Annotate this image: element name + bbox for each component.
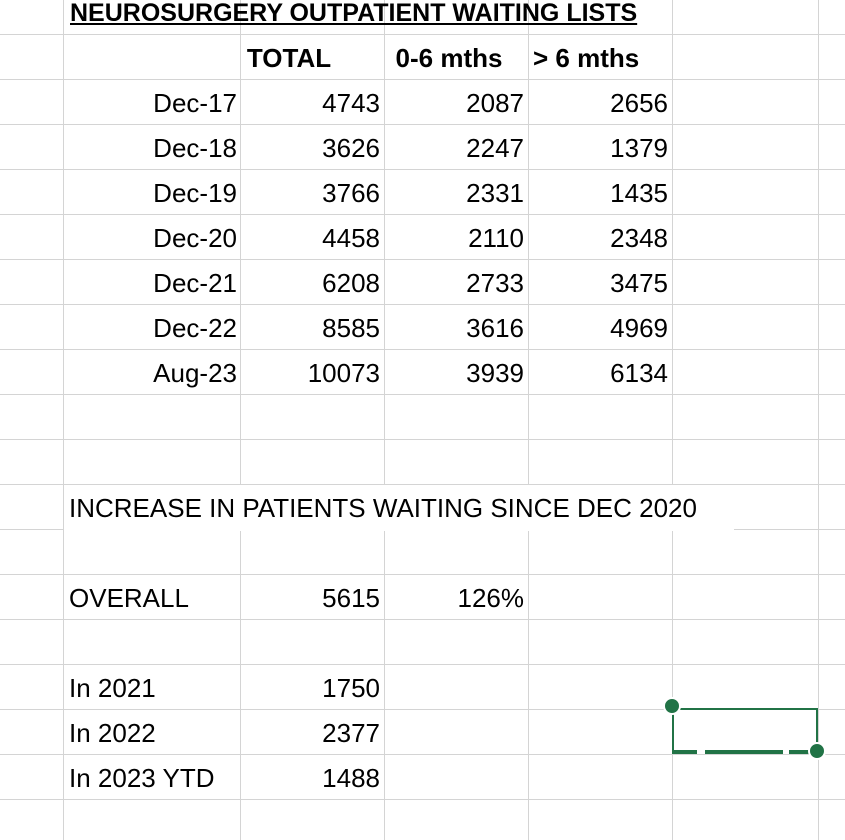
overall-value[interactable]: 5615 [322, 583, 380, 613]
year-value[interactable]: 2377 [322, 718, 380, 748]
header-0-6-months[interactable]: 0-6 mths [395, 43, 503, 73]
overall-label[interactable]: OVERALL [69, 583, 189, 613]
selection-dash-gap [697, 750, 705, 754]
gridline-horizontal [0, 349, 845, 350]
cell-period[interactable]: Dec-19 [153, 178, 237, 208]
year-value[interactable]: 1488 [322, 763, 380, 793]
cell-over-6-months[interactable]: 3475 [610, 268, 668, 298]
gridline-horizontal [0, 799, 845, 800]
cell-0-6-months[interactable]: 3616 [466, 313, 524, 343]
gridline-vertical [384, 0, 385, 840]
gridline-horizontal [0, 34, 845, 35]
gridline-horizontal [0, 79, 845, 80]
cell-0-6-months[interactable]: 2733 [466, 268, 524, 298]
selected-cell[interactable] [672, 708, 818, 753]
gridline-horizontal [0, 754, 845, 755]
year-value[interactable]: 1750 [322, 673, 380, 703]
overall-percent[interactable]: 126% [457, 583, 525, 613]
cell-total[interactable]: 4743 [322, 88, 380, 118]
cell-over-6-months[interactable]: 4969 [610, 313, 668, 343]
cell-over-6-months[interactable]: 6134 [610, 358, 668, 388]
header-total[interactable]: TOTAL [246, 43, 332, 73]
gridline-vertical [528, 0, 529, 840]
cell-period[interactable]: Dec-20 [153, 223, 237, 253]
gridline-horizontal [0, 394, 845, 395]
cell-over-6-months[interactable]: 2348 [610, 223, 668, 253]
selection-dash-gap [783, 750, 789, 754]
gridline-horizontal [0, 124, 845, 125]
sheet-title[interactable]: NEUROSURGERY OUTPATIENT WAITING LISTS [70, 0, 638, 27]
year-label[interactable]: In 2021 [69, 673, 156, 703]
cell-period[interactable]: Dec-22 [153, 313, 237, 343]
selection-handle-bottom-right[interactable] [808, 742, 826, 760]
gridline-horizontal [0, 664, 845, 665]
cell-total[interactable]: 3766 [322, 178, 380, 208]
selection-bottom-border [672, 750, 818, 754]
cell-0-6-months[interactable]: 2331 [466, 178, 524, 208]
gridline-horizontal [0, 709, 845, 710]
cell-total[interactable]: 3626 [322, 133, 380, 163]
cell-over-6-months[interactable]: 1379 [610, 133, 668, 163]
cell-total[interactable]: 6208 [322, 268, 380, 298]
gridline-horizontal [0, 619, 845, 620]
gridline-vertical [818, 0, 819, 840]
cell-0-6-months[interactable]: 2110 [468, 223, 524, 253]
cell-period[interactable]: Dec-18 [153, 133, 237, 163]
gridline-horizontal [0, 259, 845, 260]
cell-period[interactable]: Dec-17 [153, 88, 237, 118]
selection-handle-top-left[interactable] [663, 697, 681, 715]
cell-total[interactable]: 10073 [307, 358, 380, 388]
year-label[interactable]: In 2023 YTD [69, 763, 215, 793]
gridline-horizontal [0, 439, 845, 440]
cell-0-6-months[interactable]: 2087 [466, 88, 524, 118]
gridline-vertical [672, 0, 673, 840]
cell-0-6-months[interactable]: 2247 [466, 133, 524, 163]
gridline-horizontal [0, 214, 845, 215]
cell-total[interactable]: 4458 [322, 223, 380, 253]
gridline-vertical [63, 0, 64, 840]
gridline-horizontal [0, 169, 845, 170]
gridline-horizontal [0, 484, 845, 485]
cell-0-6-months[interactable]: 3939 [466, 358, 524, 388]
cell-over-6-months[interactable]: 1435 [610, 178, 668, 208]
gridline-horizontal [0, 304, 845, 305]
header-over-6-months[interactable]: > 6 mths [533, 43, 640, 73]
cell-period[interactable]: Dec-21 [153, 268, 237, 298]
cell-total[interactable]: 8585 [322, 313, 380, 343]
gridline-vertical [240, 0, 241, 840]
increase-heading[interactable]: INCREASE IN PATIENTS WAITING SINCE DEC 2… [64, 485, 734, 531]
year-label[interactable]: In 2022 [69, 718, 156, 748]
cell-period[interactable]: Aug-23 [153, 358, 237, 388]
cell-over-6-months[interactable]: 2656 [610, 88, 668, 118]
gridline-horizontal [0, 574, 845, 575]
